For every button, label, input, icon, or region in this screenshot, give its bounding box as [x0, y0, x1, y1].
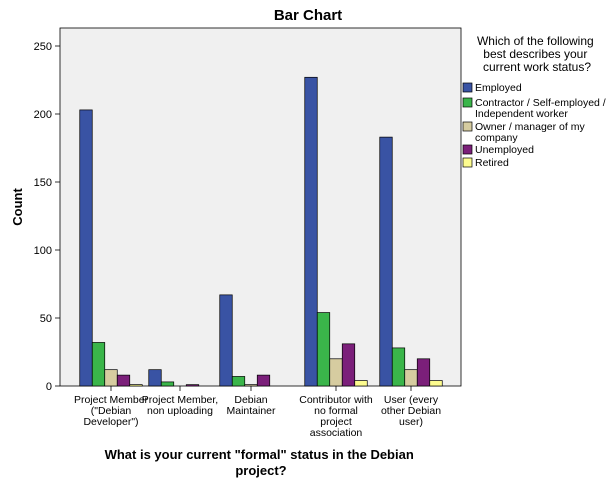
bar-unemployed [185, 384, 200, 387]
legend-label: Owner / manager of my company [475, 121, 585, 144]
bar-owner [404, 369, 418, 387]
x-category-label: Debian Maintainer [226, 394, 276, 417]
legend: Which of the following best describes yo… [462, 34, 606, 169]
bar-contractor [231, 376, 246, 387]
legend-title: Which of the following best describes yo… [477, 34, 597, 74]
y-tick-label: 200 [34, 109, 52, 121]
legend-swatch [462, 97, 473, 108]
y-axis-title: Count [10, 188, 25, 226]
bar-retired [129, 384, 143, 387]
bar-retired [429, 380, 443, 387]
bar-contractor [160, 381, 175, 387]
legend-label: Retired [475, 157, 509, 169]
bar-owner [104, 369, 118, 387]
bar-unemployed [256, 374, 271, 387]
legend-swatch [462, 121, 473, 132]
y-tick-label: 150 [34, 177, 52, 189]
y-tick-label: 100 [34, 245, 52, 257]
x-category-label: Contributor with no formal project associat… [299, 394, 373, 439]
bar-contractor [316, 312, 331, 387]
bar-employed [219, 294, 233, 387]
x-category-label: User (every other Debian user) [381, 394, 441, 428]
bar-owner [244, 384, 258, 387]
bar-employed [148, 369, 162, 387]
x-category-label: Project Member, non uploading [142, 394, 218, 417]
x-axis-title: What is your current "formal" status in … [105, 447, 418, 478]
x-category-label: Project Member ("Debian Developer") [74, 394, 149, 428]
bar-retired [354, 380, 368, 387]
bar-contractor [391, 347, 406, 387]
plot-area [59, 27, 462, 387]
y-tick-label: 250 [34, 41, 52, 53]
legend-label: Contractor / Self-employed / Independent … [475, 97, 606, 120]
bar-unemployed [116, 374, 131, 387]
bar-employed [79, 109, 93, 387]
bar-contractor [91, 342, 106, 387]
legend-label: Unemployed [475, 144, 534, 156]
bar-unemployed [341, 343, 356, 387]
legend-swatch [462, 157, 473, 168]
y-tick-label: 0 [46, 381, 52, 393]
bar-owner [329, 358, 343, 387]
y-tick-label: 50 [40, 313, 52, 325]
bar-unemployed [416, 358, 431, 387]
bar-employed [304, 76, 318, 387]
legend-label: Employed [475, 82, 522, 94]
legend-swatch [462, 82, 473, 93]
chart-title: Bar Chart [274, 7, 342, 24]
bar-employed [379, 136, 393, 387]
legend-swatch [462, 144, 473, 155]
